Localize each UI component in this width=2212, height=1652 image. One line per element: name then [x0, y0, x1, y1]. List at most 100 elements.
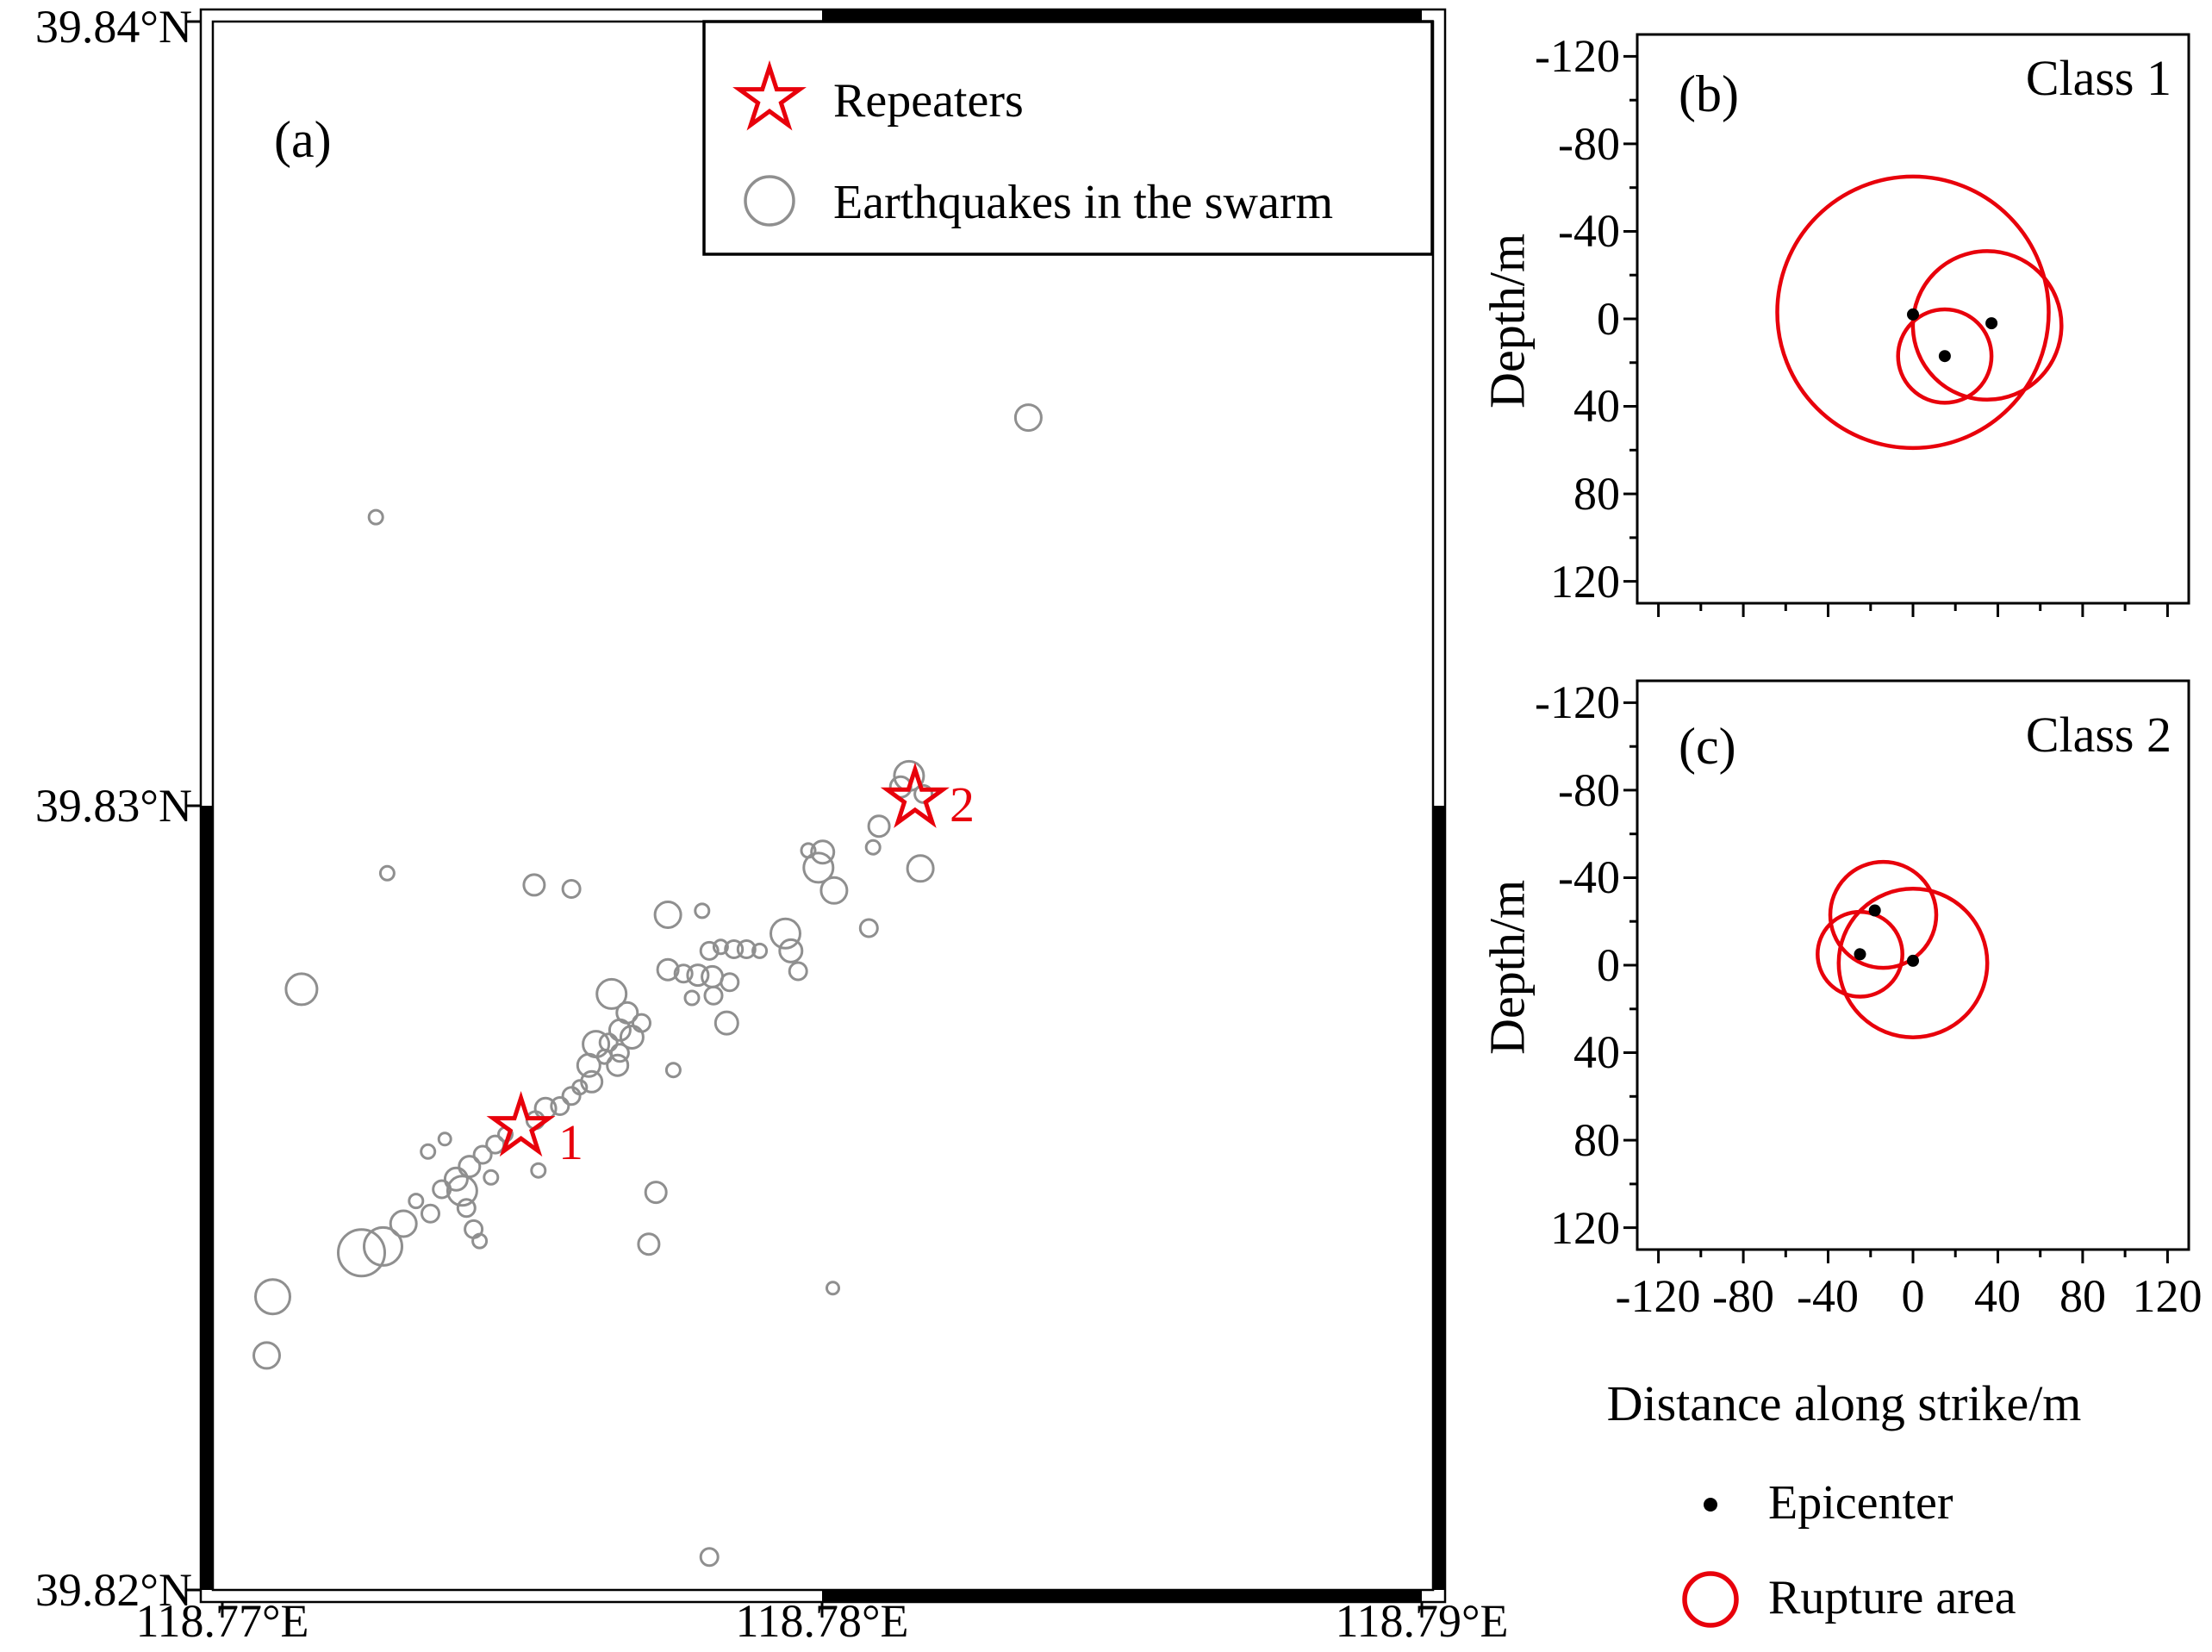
earthquake-circle	[420, 1143, 437, 1160]
earthquake-circle	[483, 1169, 500, 1186]
earthquake-circle	[432, 1179, 452, 1200]
earthquake-circle	[664, 1062, 682, 1079]
map-ytick-label-1: 39.83°N	[34, 780, 192, 832]
b-ytick-6: 120	[1550, 556, 1620, 608]
c-xtick-1: -80	[1712, 1270, 1774, 1322]
earthquake-circle	[653, 901, 682, 929]
b-ytick-0: -120	[1535, 30, 1620, 82]
earthquake-circle	[378, 864, 396, 882]
c-ytick-1: -80	[1558, 764, 1620, 816]
legend-rupture-label: Rupture area	[1768, 1571, 2016, 1624]
earthquake-circle	[561, 879, 582, 899]
earthquake-circle	[367, 508, 384, 526]
map-ytick-label-2: 39.82°N	[34, 1564, 192, 1616]
c-xtick-4: 40	[1974, 1270, 2021, 1322]
b-ytick-3: 0	[1597, 293, 1620, 345]
earthquake-circle	[703, 985, 724, 1006]
earthquake-circle	[694, 902, 711, 920]
panel-c-xlabel: Distance along strike/m	[1606, 1375, 2082, 1431]
earthquake-circle	[713, 1010, 739, 1036]
earthquake-circle	[595, 977, 628, 1010]
repeater-star	[880, 762, 950, 828]
earthquake-circle	[906, 854, 935, 883]
c-xtick-6: 120	[2132, 1270, 2203, 1322]
earthquake-circle	[712, 938, 729, 956]
earthquake-circle	[284, 972, 319, 1007]
legend-epicenter-label: Epicenter	[1768, 1476, 1953, 1530]
c-xtick-0: -120	[1615, 1270, 1701, 1322]
map-legend-circle-icon	[744, 175, 795, 227]
c-ytick-4: 40	[1573, 1026, 1620, 1078]
earthquake-circle	[656, 957, 680, 982]
earthquake-circle	[456, 1198, 477, 1219]
c-ytick-6: 120	[1550, 1202, 1620, 1254]
earthquake-circle	[819, 876, 849, 905]
earthquake-circle	[446, 1175, 478, 1207]
earthquake-circle	[254, 1278, 291, 1316]
earthquake-circle	[337, 1228, 386, 1278]
c-ytick-0: -120	[1535, 676, 1620, 728]
map-ytick-label-0: 39.84°N	[34, 1, 192, 53]
earthquake-circle	[778, 938, 804, 963]
earthquake-circle	[644, 1181, 668, 1205]
c-xtick-3: 0	[1901, 1270, 1925, 1322]
earthquake-circle	[770, 917, 801, 950]
earthquake-circle	[802, 851, 835, 884]
map-legend-star-icon	[732, 59, 807, 131]
map-legend-earthquakes-label: Earthquakes in the swarm	[833, 176, 1334, 229]
panel-b-label: (b)	[1679, 65, 1739, 122]
epicenter-dot	[1907, 308, 1919, 321]
earthquake-circle	[810, 839, 836, 865]
c-ytick-3: 0	[1597, 939, 1620, 991]
epicenter-dot	[1907, 954, 1919, 967]
earthquake-circle	[471, 1232, 489, 1250]
earthquake-circle	[699, 940, 720, 961]
repeater-star	[486, 1090, 556, 1157]
rupture-circle	[1910, 249, 2064, 402]
earthquake-circle	[530, 1162, 547, 1179]
epicenter-dot	[1938, 350, 1951, 363]
c-ytick-2: -40	[1558, 851, 1620, 903]
panel-c-class-label: Class 2	[2025, 707, 2171, 763]
earthquake-circle	[363, 1225, 403, 1267]
earthquake-circle	[751, 942, 769, 959]
map-legend-box	[702, 20, 1434, 256]
b-ytick-4: 40	[1573, 380, 1620, 432]
earthquake-circle	[788, 961, 808, 982]
earthquake-circle	[458, 1155, 482, 1179]
b-ytick-2: -40	[1558, 205, 1620, 257]
c-xtick-5: 80	[2059, 1270, 2106, 1322]
earthquake-circle	[858, 918, 879, 938]
repeater-2-number: 2	[950, 776, 975, 832]
earthquake-circle	[637, 1232, 661, 1256]
earthquake-circle	[522, 873, 546, 897]
b-ytick-5: 80	[1573, 468, 1620, 520]
earthquake-circle	[864, 838, 882, 856]
panel-a-label: (a)	[274, 111, 332, 168]
earthquake-circle	[683, 989, 701, 1007]
earthquake-circle	[619, 1025, 645, 1050]
earthquake-circle	[608, 1018, 632, 1042]
earthquake-circle	[550, 1096, 570, 1116]
earthquake-circle	[606, 1053, 630, 1077]
map-frame-band	[822, 9, 1422, 22]
earthquake-circle	[252, 1341, 281, 1370]
earthquake-circle	[826, 1281, 840, 1296]
map-xtick-label-2: 118.79°E	[1335, 1595, 1509, 1647]
rupture-circle	[1775, 174, 2051, 451]
earthquake-circle	[720, 972, 740, 993]
map-frame-band	[822, 1590, 1422, 1602]
repeater-1-number: 1	[558, 1114, 583, 1170]
epicenter-dot	[1854, 948, 1866, 961]
map-frame	[211, 20, 1435, 1592]
legend-rupture-icon	[1682, 1571, 1739, 1628]
earthquake-circle	[561, 1086, 582, 1107]
earthquake-circle	[673, 963, 694, 984]
earthquake-circle	[686, 963, 710, 988]
c-ytick-5: 80	[1573, 1114, 1620, 1166]
legend-epicenter-icon	[1704, 1498, 1717, 1512]
rupture-circle	[1836, 887, 1990, 1039]
earthquake-circle	[472, 1144, 493, 1165]
earthquake-circle	[632, 1013, 651, 1033]
